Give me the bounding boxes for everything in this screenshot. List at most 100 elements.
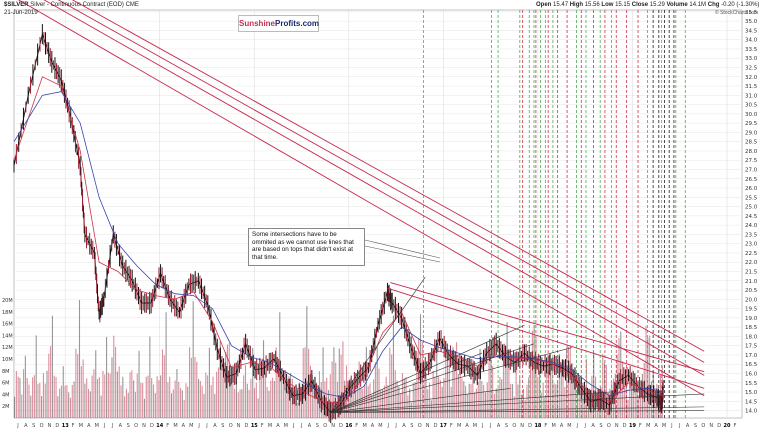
volume-bar [60,385,63,418]
x-month-label: A [402,423,406,429]
x-year-label: 17 [440,423,447,429]
volume-bar [129,372,131,418]
volume-bar [133,380,135,418]
volume-bar [75,348,77,418]
volume-bar [149,336,151,418]
volume-bar [104,374,106,418]
volume-bar [400,393,402,418]
volume-bar [548,370,550,418]
volume-bar [262,340,265,418]
volume-bar [228,342,230,418]
volume-bar [322,347,324,418]
volume-bar [273,381,275,418]
volume-tick-label: 4M [2,392,10,398]
x-month-label: N [237,423,241,429]
volume-bar [252,347,254,418]
volume-bar [466,394,468,418]
price-axis: 14.0 14.5 15.0 15.5 16.0 16.5 17.0 17.5 18.0 18.5… [745,10,758,415]
x-month-label: D [244,423,248,429]
support-line [330,406,705,413]
volume-bar [356,379,358,418]
x-month-label: F [166,423,169,429]
resistance-line [387,287,705,389]
x-month-label: A [465,423,469,429]
volume-bar [221,367,223,418]
volume-bar [441,386,443,418]
volume-bar [259,377,261,418]
x-month-label: S [316,423,319,429]
resistance-line [57,0,705,363]
volume-bar [326,377,328,418]
volume-bar [517,384,519,418]
volume-bar [198,378,200,418]
x-month-label: D [55,423,59,429]
volume-bar [634,390,636,418]
volume-bar [51,315,53,418]
chart-date: 21-Jun-2019 [4,10,38,16]
x-month-label: F [72,423,75,429]
x-month-label: M [646,423,650,429]
y-tick-label: 25.5 [745,195,758,201]
volume-bar [483,385,485,418]
volume-bar [24,355,26,418]
volume-bar [230,377,232,418]
y-tick-label: 15.0 [745,390,758,396]
volume-bar [250,378,252,418]
chart-header-left: $SILVER Silver - Continuous Contract (EO… [4,2,139,8]
x-year-label: 18 [534,423,541,429]
volume-bar [225,352,227,418]
volume-bar [371,395,373,418]
resistance-line [43,0,705,376]
volume-bar [313,384,315,418]
volume-bar [136,373,138,418]
y-tick-label: 24.0 [745,223,758,229]
volume-bar [405,377,407,418]
volume-bar [564,387,566,418]
volume-bar [340,354,342,418]
volume-bar [172,389,174,418]
volume-bar [216,371,218,418]
volume-bar [492,365,494,418]
y-tick-label: 29.0 [745,130,758,136]
volume-bar [632,377,634,418]
volume-bar [461,378,463,418]
volume-bar [44,383,46,418]
volume-bar [428,382,431,418]
volume-bar [32,377,34,418]
x-month-label: J [103,423,105,429]
volume-bar [147,375,149,418]
volume-bar [102,370,104,418]
volume-bar [317,396,319,418]
volume-bar [237,392,239,418]
volume-bar [131,370,133,418]
volume-bar [37,383,39,418]
volume-bar [391,354,393,418]
volume-bar [364,384,366,418]
x-month-label: J [111,423,113,429]
x-month-label: O [134,423,138,429]
volume-bar [207,375,209,418]
volume-bar [95,350,97,418]
support-line [330,343,535,413]
volume-bar [333,347,335,418]
y-tick-label: 31.0 [745,93,758,99]
volume-bar [86,378,88,418]
x-month-label: M [79,423,83,429]
volume-bar [625,382,627,418]
x-month-label: D [150,423,154,429]
volume-bar [241,389,243,418]
volume-bar [55,376,57,418]
volume-bar [116,371,118,418]
volume-bar [189,347,191,418]
y-tick-label: 19.0 [745,316,758,322]
volume-bar [28,384,30,418]
volume-bar [537,377,539,418]
volume-bar [170,393,173,418]
y-tick-label: 21.5 [745,269,758,275]
volume-bar [542,382,544,418]
volume-bar [284,389,286,418]
y-tick-label: 20.5 [745,288,758,294]
volume-bar [454,357,456,418]
volume-bar [472,359,474,418]
volume-bar [124,396,126,418]
